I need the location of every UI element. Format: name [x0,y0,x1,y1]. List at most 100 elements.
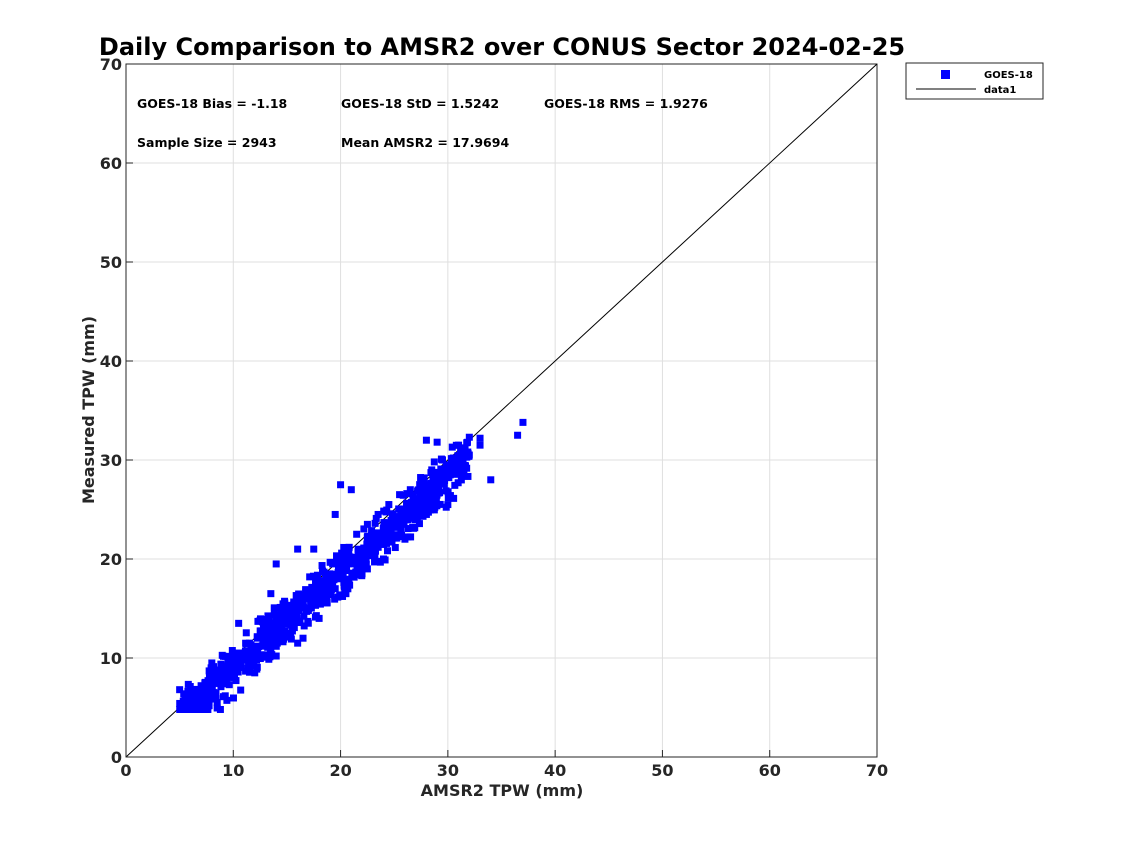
annotation-sample-size: Sample Size = 2943 [137,135,277,150]
scatter-point [220,652,228,660]
scatter-point [232,677,240,685]
scatter-point [399,491,407,499]
scatter-point [331,510,339,518]
scatter-point [181,699,189,707]
scatter-point [282,619,290,627]
scatter-point [294,595,302,603]
scatter-point [327,575,335,583]
scatter-point [519,418,527,426]
scatter-point [371,519,379,527]
scatter-point [267,590,275,598]
scatter-point [390,520,398,528]
scatter-point [371,551,379,559]
scatter-point [396,491,404,499]
scatter-point [407,533,415,541]
scatter-point [235,649,243,657]
scatter-point [315,614,323,622]
scatter-point [409,491,417,499]
scatter-point [391,544,399,552]
scatter-point [253,663,261,671]
scatter-point [440,480,448,488]
scatter-point [374,529,382,537]
scatter-point [276,612,284,620]
scatter-point [264,624,272,632]
scatter-point [186,705,194,713]
scatter-point [337,481,345,489]
scatter-point [273,629,281,637]
scatter-point [337,560,345,568]
scatter-point [338,549,346,557]
scatter-point [448,461,456,469]
scatter-point [300,622,308,630]
scatter-point [403,490,411,498]
scatter-point [184,680,192,688]
scatter-point [350,573,358,581]
scatter-point [429,474,437,482]
scatter-point [300,612,308,620]
scatter-point [208,676,216,684]
scatter-point [401,535,409,543]
scatter-point [397,520,405,528]
scatter-point [448,443,456,451]
scatter-point [463,464,471,472]
scatter-point [283,612,291,620]
scatter-point [444,471,452,479]
scatter-point [265,616,273,624]
y-tick-label: 50 [100,253,122,272]
x-tick-label: 60 [759,761,781,780]
scatter-point [388,510,396,518]
scatter-point [392,531,400,539]
scatter-point [451,481,459,489]
scatter-point [202,689,210,697]
scatter-point [416,481,424,489]
x-tick-label: 50 [651,761,673,780]
scatter-point [382,508,390,516]
scatter-point [208,659,216,667]
scatter-point [435,489,443,497]
scatter-point [205,671,213,679]
scatter-point [182,691,190,699]
scatter-point [346,581,354,589]
y-tick-label: 70 [100,55,122,74]
scatter-point [379,525,387,533]
scatter-point [318,562,326,570]
scatter-point [187,686,195,694]
scatter-point [276,603,284,611]
scatter-point [302,589,310,597]
scatter-point [444,488,452,496]
scatter-point [465,451,473,459]
scatter-point [322,585,330,593]
scatter-point [358,561,366,569]
scatter-point [194,700,202,708]
annotation-std: GOES-18 StD = 1.5242 [341,96,499,111]
scatter-point [279,635,287,643]
scatter-point [394,515,402,523]
x-axis-label: AMSR2 TPW (mm) [421,781,584,800]
scatter-point [406,486,414,494]
scatter-point [434,485,442,493]
scatter-point [205,702,213,710]
y-axis-label: Measured TPW (mm) [79,316,98,504]
scatter-point [263,638,271,646]
scatter-point [235,657,243,665]
scatter-point [476,441,484,449]
scatter-point [397,509,405,517]
scatter-point [363,545,371,553]
scatter-point [385,529,393,537]
scatter-point [420,504,428,512]
chart-title: Daily Comparison to AMSR2 over CONUS Sec… [99,33,905,61]
scatter-point [186,692,194,700]
scatter-point [383,547,391,555]
scatter-point [415,511,423,519]
scatter-point [354,548,362,556]
scatter-point [363,533,371,541]
scatter-point [442,461,450,469]
scatter-point [336,591,344,599]
scatter-point [352,556,360,564]
scatter-point [460,469,468,477]
scatter-point [250,660,258,668]
scatter-point [223,664,231,672]
scatter-point [379,555,387,563]
scatter-point [278,626,286,634]
